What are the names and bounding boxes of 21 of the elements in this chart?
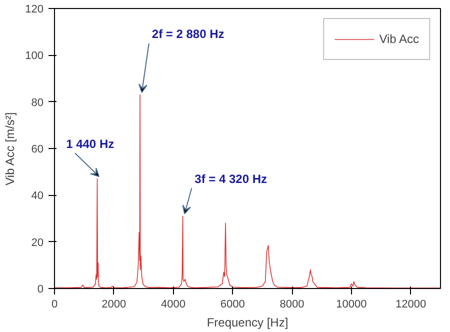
annotation: 3f = 4 320 Hz: [194, 172, 268, 186]
legend-label: Vib Acc: [379, 32, 419, 46]
annotation: 2f = 2 880 Hz: [152, 27, 224, 42]
y-tick-label: 120: [25, 4, 44, 16]
y-tick-label: 40: [31, 190, 44, 202]
x-tick-label: 6000: [220, 298, 245, 310]
x-tick-label: 4000: [161, 298, 186, 310]
y-tick-label: 100: [25, 50, 44, 62]
x-tick-label: 12000: [396, 298, 426, 310]
line-series: [54, 94, 440, 288]
x-tick-label: 10000: [336, 298, 367, 310]
x-tick-label: 2000: [102, 298, 126, 310]
x-tick-label: 8000: [280, 298, 304, 310]
x-tick-label: 0: [51, 298, 58, 310]
y-tick-label: 20: [31, 236, 44, 249]
annotation: 1 440 Hz: [66, 136, 114, 151]
y-axis-title: Vib Acc [m/s²]: [3, 112, 18, 186]
y-tick-label: 60: [31, 144, 44, 156]
y-tick-label: 0: [37, 284, 44, 296]
x-axis-title: Frequency [Hz]: [206, 316, 288, 330]
y-tick-label: 80: [31, 96, 44, 109]
